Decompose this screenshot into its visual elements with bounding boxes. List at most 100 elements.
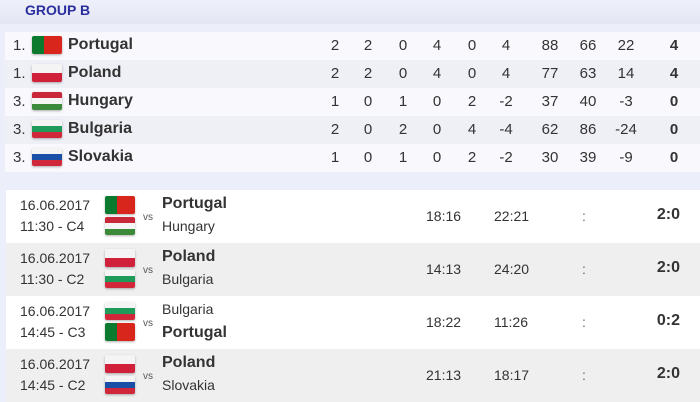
points: 0	[669, 93, 679, 110]
set3-score: :	[582, 314, 586, 330]
matches-list: 16.06.2017 11:30 - C4 vs Portugal Hungary 18:…	[6, 190, 700, 402]
hungary-flag-icon	[105, 217, 135, 235]
stat-cell: 1	[398, 93, 408, 110]
stat-cell: -2	[499, 93, 513, 110]
points: 0	[669, 121, 679, 138]
stat-cell: 0	[398, 65, 408, 82]
stat-cell: 4	[501, 65, 511, 82]
bulgaria-flag-icon	[105, 302, 135, 320]
set2-score: 22:21	[494, 208, 530, 224]
stat-cell: 0	[363, 93, 373, 110]
standings-table: 1. Portugal 2 2 0 4 0 4 88 66 22 4 1. Poland 2 2 0 4 0 4 77 6…	[5, 32, 700, 172]
stat-cell: 4	[467, 121, 477, 138]
poland-flag-icon	[105, 249, 135, 267]
hungary-flag-icon	[32, 92, 62, 110]
away-team[interactable]: Slovakia	[162, 377, 215, 393]
stat-cell: -9	[619, 149, 633, 166]
set3-score: :	[582, 261, 586, 277]
stat-cell: 39	[579, 149, 597, 166]
portugal-flag-icon	[105, 196, 135, 214]
rank: 3.	[13, 93, 26, 110]
stat-cell: 86	[579, 121, 597, 138]
standings-row[interactable]: 3. Hungary 1 0 1 0 2 -2 37 40 -3 0	[5, 88, 700, 116]
stat-cell: 4	[432, 65, 442, 82]
stat-cell: 2	[330, 65, 340, 82]
stat-cell: 0	[467, 37, 477, 54]
home-team[interactable]: Poland	[162, 248, 216, 265]
match-time-court: 14:45 - C3	[20, 324, 86, 340]
stat-cell: 0	[432, 149, 442, 166]
standings-row[interactable]: 1. Poland 2 2 0 4 0 4 77 63 14 4	[5, 60, 700, 88]
stat-cell: 14	[617, 65, 635, 82]
stat-cell: 63	[579, 65, 597, 82]
rank: 1.	[13, 65, 26, 82]
match-row[interactable]: 16.06.2017 11:30 - C4 vs Portugal Hungary 18:…	[6, 190, 700, 243]
standings-row[interactable]: 3. Bulgaria 2 0 2 0 4 -4 62 86 -24 0	[5, 116, 700, 144]
set2-score: 18:17	[494, 367, 530, 383]
stat-cell: 2	[467, 93, 477, 110]
team-name[interactable]: Bulgaria	[68, 120, 133, 137]
set2-score: 24:20	[494, 261, 530, 277]
poland-flag-icon	[105, 355, 135, 373]
vs-label: vs	[143, 212, 153, 223]
stat-cell: 1	[330, 93, 340, 110]
stat-cell: -2	[499, 149, 513, 166]
standings-row[interactable]: 1. Portugal 2 2 0 4 0 4 88 66 22 4	[5, 32, 700, 60]
rank: 1.	[13, 37, 26, 54]
poland-flag-icon	[32, 64, 62, 82]
match-date: 16.06.2017	[20, 250, 91, 266]
stat-cell: 2	[467, 149, 477, 166]
stat-cell: -4	[499, 121, 513, 138]
stat-cell: 40	[579, 93, 597, 110]
away-team[interactable]: Portugal	[162, 324, 227, 341]
team-name[interactable]: Portugal	[68, 36, 133, 53]
stat-cell: 0	[363, 121, 373, 138]
stat-cell: 1	[398, 149, 408, 166]
home-team[interactable]: Bulgaria	[162, 301, 214, 317]
group-header: GROUP B	[0, 0, 700, 24]
stat-cell: 2	[398, 121, 408, 138]
team-name[interactable]: Slovakia	[68, 148, 133, 165]
points: 4	[669, 65, 679, 82]
stat-cell: 2	[363, 37, 373, 54]
team-name[interactable]: Poland	[68, 64, 122, 81]
portugal-flag-icon	[105, 323, 135, 341]
match-date: 16.06.2017	[20, 197, 91, 213]
set1-score: 14:13	[426, 261, 462, 277]
set2-score: 11:26	[494, 314, 528, 330]
away-team[interactable]: Bulgaria	[162, 271, 214, 287]
match-row[interactable]: 16.06.2017 11:30 - C2 vs Poland Bulgaria 14:1…	[6, 243, 700, 296]
rank: 3.	[13, 121, 26, 138]
stat-cell: 22	[617, 37, 635, 54]
bulgaria-flag-icon	[105, 270, 135, 288]
match-row[interactable]: 16.06.2017 14:45 - C2 vs Poland Slovakia 21:1…	[6, 349, 700, 402]
match-time-court: 11:30 - C4	[20, 218, 85, 234]
stat-cell: -24	[615, 121, 637, 138]
stat-cell: 0	[398, 37, 408, 54]
set1-score: 18:16	[426, 208, 462, 224]
home-team[interactable]: Portugal	[162, 195, 227, 212]
away-team[interactable]: Hungary	[162, 218, 215, 234]
stat-cell: 62	[541, 121, 559, 138]
stat-cell: 0	[467, 65, 477, 82]
stat-cell: 0	[432, 121, 442, 138]
points: 4	[669, 37, 679, 54]
match-score: 2:0	[656, 259, 680, 276]
match-score: 0:2	[656, 312, 680, 329]
stat-cell: 0	[432, 93, 442, 110]
set1-score: 21:13	[426, 367, 462, 383]
match-score: 2:0	[656, 206, 680, 223]
stat-cell: 4	[501, 37, 511, 54]
stat-cell: 88	[541, 37, 559, 54]
match-time-court: 14:45 - C2	[20, 377, 86, 393]
stat-cell: 66	[579, 37, 597, 54]
home-team[interactable]: Poland	[162, 354, 216, 371]
standings-row[interactable]: 3. Slovakia 1 0 1 0 2 -2 30 39 -9 0	[5, 144, 700, 172]
points: 0	[669, 149, 679, 166]
match-score: 2:0	[656, 365, 680, 382]
set1-score: 18:22	[426, 314, 462, 330]
match-row[interactable]: 16.06.2017 14:45 - C3 vs Bulgaria Portugal 18…	[6, 296, 700, 349]
stat-cell: 2	[330, 121, 340, 138]
team-name[interactable]: Hungary	[68, 92, 133, 109]
stat-cell: 2	[363, 65, 373, 82]
